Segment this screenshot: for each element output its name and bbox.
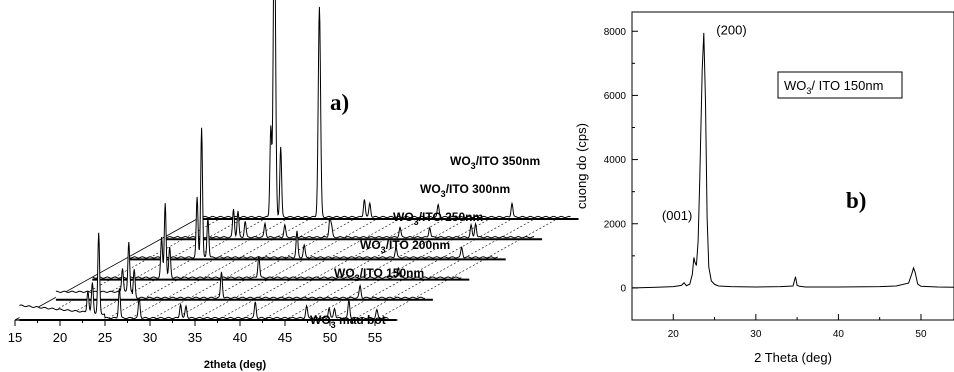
series-line-wo3-ito-200nm	[92, 203, 462, 279]
panel-a-waterfall-chart: WO3 mau bot WO3/ITO 150nm WO3/ITO 200nm WO3…	[8, 0, 579, 371]
series-line-wo3-ito-350nm	[201, 0, 571, 219]
panel-a-x-axis: 15 20 25 30 35 40 45 50 55	[8, 319, 398, 345]
panel-a-x-axis-title: 2theta (deg)	[204, 359, 267, 371]
x-tick-label: 25	[98, 330, 112, 345]
depth-gridline	[104, 218, 288, 321]
x-tick-label: 15	[8, 330, 22, 345]
sample-label-wo3-mau-bot: WO3 mau bot	[310, 313, 386, 330]
series-line-wo3-mau-bot	[19, 232, 389, 320]
depth-gridline	[284, 218, 468, 321]
legend-box	[777, 71, 903, 99]
depth-gridline	[194, 218, 378, 321]
series-line-wo3-ito-150nm	[55, 242, 425, 299]
panel-b-label: b)	[846, 188, 866, 213]
x-tick-label: 20	[53, 330, 67, 345]
x-tick-label: 20	[668, 329, 680, 340]
sample-label-wo3-ito-150nm: WO3/ITO 150nm	[334, 266, 424, 283]
sample-label-wo3-ito-300nm: WO3/ITO 300nm	[420, 182, 510, 199]
panel-a-depth-gridlines	[14, 218, 558, 321]
peak-label-200: (200)	[716, 22, 746, 37]
legend-label: WO3/ ITO 150nm	[784, 78, 883, 96]
x-tick-label: 50	[323, 330, 337, 345]
depth-gridline	[352, 218, 535, 321]
series-line-wo3-ito-150nm	[631, 32, 954, 289]
depth-gridline	[374, 218, 558, 321]
x-tick-label: 50	[915, 329, 927, 340]
series-line-wo3-ito-300nm	[164, 209, 535, 239]
panel-b-legend: WO3/ ITO 150nm	[777, 71, 903, 99]
depth-gridline	[329, 218, 513, 321]
depth-gridline	[262, 218, 445, 321]
y-tick-label: 8000	[604, 27, 627, 38]
sample-label-wo3-ito-350nm: WO3/ITO 350nm	[450, 154, 540, 171]
depth-axis-line	[14, 218, 198, 321]
x-tick-label: 55	[368, 330, 382, 345]
x-tick-label: 30	[143, 330, 157, 345]
depth-gridline	[149, 218, 333, 321]
x-tick-label: 45	[278, 330, 292, 345]
depth-gridline	[217, 218, 400, 321]
trace-fill	[201, 0, 571, 219]
x-tick-label: 40	[833, 329, 845, 340]
panel-b-y-axis-title: cuong do (cps)	[574, 123, 589, 209]
panel-b-x-axis-title: 2 Theta (deg)	[754, 350, 832, 365]
sample-label-wo3-ito-200nm: WO3/ITO 200nm	[360, 238, 450, 255]
panel-b-plot-frame	[631, 11, 954, 321]
panel-b-line-chart: 20 30 40 50 0 2000 4000 6000 8000 (001) (200) cuo…	[574, 11, 954, 365]
series-line-wo3-ito-250nm	[128, 127, 498, 259]
depth-gridline	[127, 218, 310, 321]
trace-fill	[19, 232, 389, 320]
y-tick-label: 6000	[604, 91, 627, 102]
x-tick-label: 30	[750, 329, 762, 340]
depth-gridline	[239, 218, 423, 321]
x-tick-label: 40	[233, 330, 247, 345]
y-tick-label: 0	[620, 283, 626, 294]
peak-label-001: (001)	[662, 208, 692, 223]
panel-a-label: a)	[330, 90, 349, 115]
x-tick-label: 35	[188, 330, 202, 345]
depth-gridline	[59, 218, 243, 321]
depth-gridline	[172, 218, 355, 321]
y-tick-label: 4000	[604, 155, 627, 166]
y-tick-label: 2000	[604, 219, 627, 230]
sample-label-wo3-ito-250nm: WO3/ITO 250nm	[393, 210, 483, 227]
